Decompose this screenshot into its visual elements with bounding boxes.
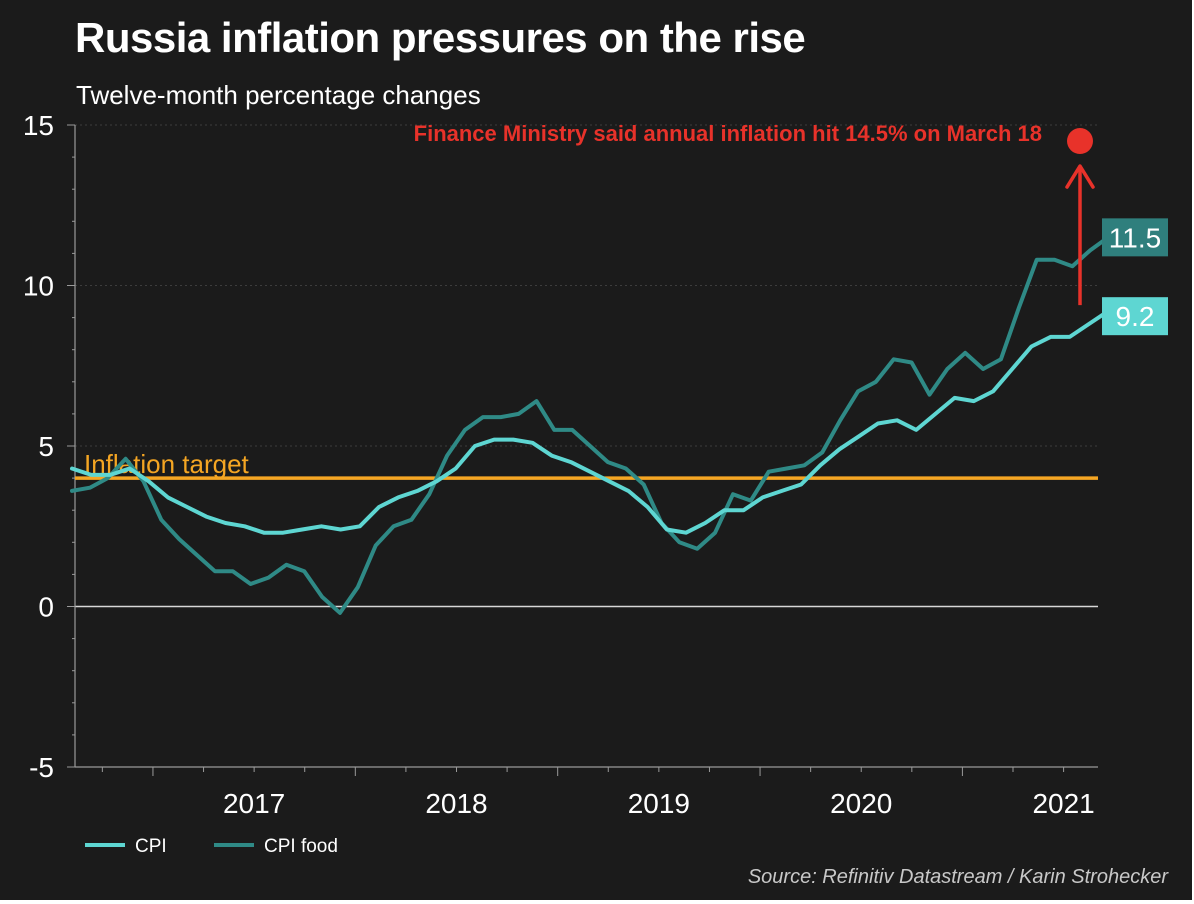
y-tick-label: 10 xyxy=(23,271,54,302)
cpi-food-last-value-bg xyxy=(1102,218,1168,257)
x-tick-label: 2020 xyxy=(830,788,892,819)
chart-subtitle: Twelve-month percentage changes xyxy=(76,80,481,110)
cpi-line xyxy=(70,309,1111,535)
y-tick-label: -5 xyxy=(29,752,54,783)
source-note: Source: Refinitiv Datastream / Karin Str… xyxy=(747,866,1168,888)
x-tick-label: 2019 xyxy=(628,788,690,819)
legend-label: CPI food xyxy=(264,836,338,857)
x-axis: 2017 2018 2019 2020 2021 xyxy=(75,766,1098,819)
legend-label: CPI xyxy=(135,836,167,857)
y-tick-label: 5 xyxy=(38,431,54,462)
x-tick-label: 2018 xyxy=(425,788,487,819)
grid-lines xyxy=(75,124,1098,608)
y-tick-label: 0 xyxy=(38,592,54,623)
chart-title: Russia inflation pressures on the rise xyxy=(75,14,806,61)
cpi-last-value: 9.2 xyxy=(1116,301,1155,332)
annotation-text: Finance Ministry said annual inflation h… xyxy=(414,121,1042,146)
annotation-group: 11.5 9.2 Finance Ministry said annual infl… xyxy=(414,121,1168,336)
cpi-food-line xyxy=(70,235,1111,615)
annotation-point xyxy=(1067,128,1093,155)
data-series: Inflation target xyxy=(70,235,1111,615)
legend: CPI CPI food xyxy=(85,836,338,857)
y-axis: 15 10 5 0 -5 xyxy=(23,110,76,783)
annotation-arrow-head xyxy=(1065,164,1095,189)
cpi-last-value-bg xyxy=(1102,297,1168,336)
y-tick-label: 15 xyxy=(23,110,54,141)
cpi-food-last-value: 11.5 xyxy=(1109,222,1161,253)
x-tick-label: 2017 xyxy=(223,788,285,819)
x-tick-label: 2021 xyxy=(1032,788,1094,819)
